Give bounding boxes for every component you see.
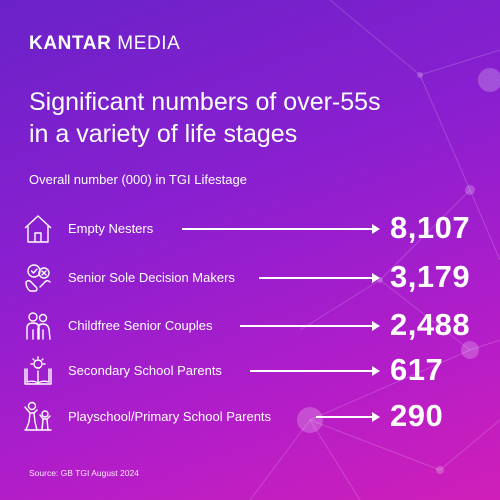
logo-light-text: MEDIA — [111, 33, 181, 54]
house-icon — [24, 215, 52, 243]
row-arrow — [259, 273, 380, 283]
row-arrow — [240, 321, 380, 331]
row-label: Childfree Senior Couples — [68, 318, 213, 333]
title-line-2: in a variety of life stages — [29, 120, 298, 148]
parent-child-icon — [24, 401, 52, 431]
row-arrow — [182, 224, 380, 234]
chart-subtitle: Overall number (000) in TGI Lifestage — [29, 172, 247, 187]
row-label: Senior Sole Decision Makers — [68, 270, 235, 285]
row-value: 617 — [390, 352, 444, 387]
data-row: Childfree Senior Couples 2,488 — [0, 305, 500, 345]
chart-title: Significant numbers of over-55s in a var… — [29, 86, 479, 150]
title-line-1: Significant numbers of over-55s — [29, 88, 381, 116]
book-lightbulb-icon — [24, 356, 52, 385]
row-label: Playschool/Primary School Parents — [68, 409, 272, 424]
row-label: Secondary School Parents — [68, 363, 222, 378]
data-row: Senior Sole Decision Makers 3,179 — [0, 257, 500, 297]
row-value: 3,179 — [390, 259, 471, 294]
source-note: Source: GB TGI August 2024 — [29, 468, 139, 478]
row-arrow — [250, 366, 380, 376]
data-row: Playschool/Primary School Parents 290 — [0, 396, 500, 436]
logo-bold-text: KANTAR — [29, 33, 112, 54]
couple-icon — [26, 312, 51, 340]
kantar-media-logo: KANTAR MEDIA — [29, 33, 180, 55]
data-row: Secondary School Parents 617 — [0, 350, 500, 390]
data-row: Empty Nesters 8,107 — [0, 208, 500, 248]
decision-hands-icon — [25, 264, 51, 292]
row-arrow — [316, 412, 380, 422]
row-value: 290 — [390, 398, 444, 433]
row-value: 8,107 — [390, 210, 471, 245]
row-label: Empty Nesters — [68, 221, 154, 236]
row-value: 2,488 — [390, 307, 471, 342]
